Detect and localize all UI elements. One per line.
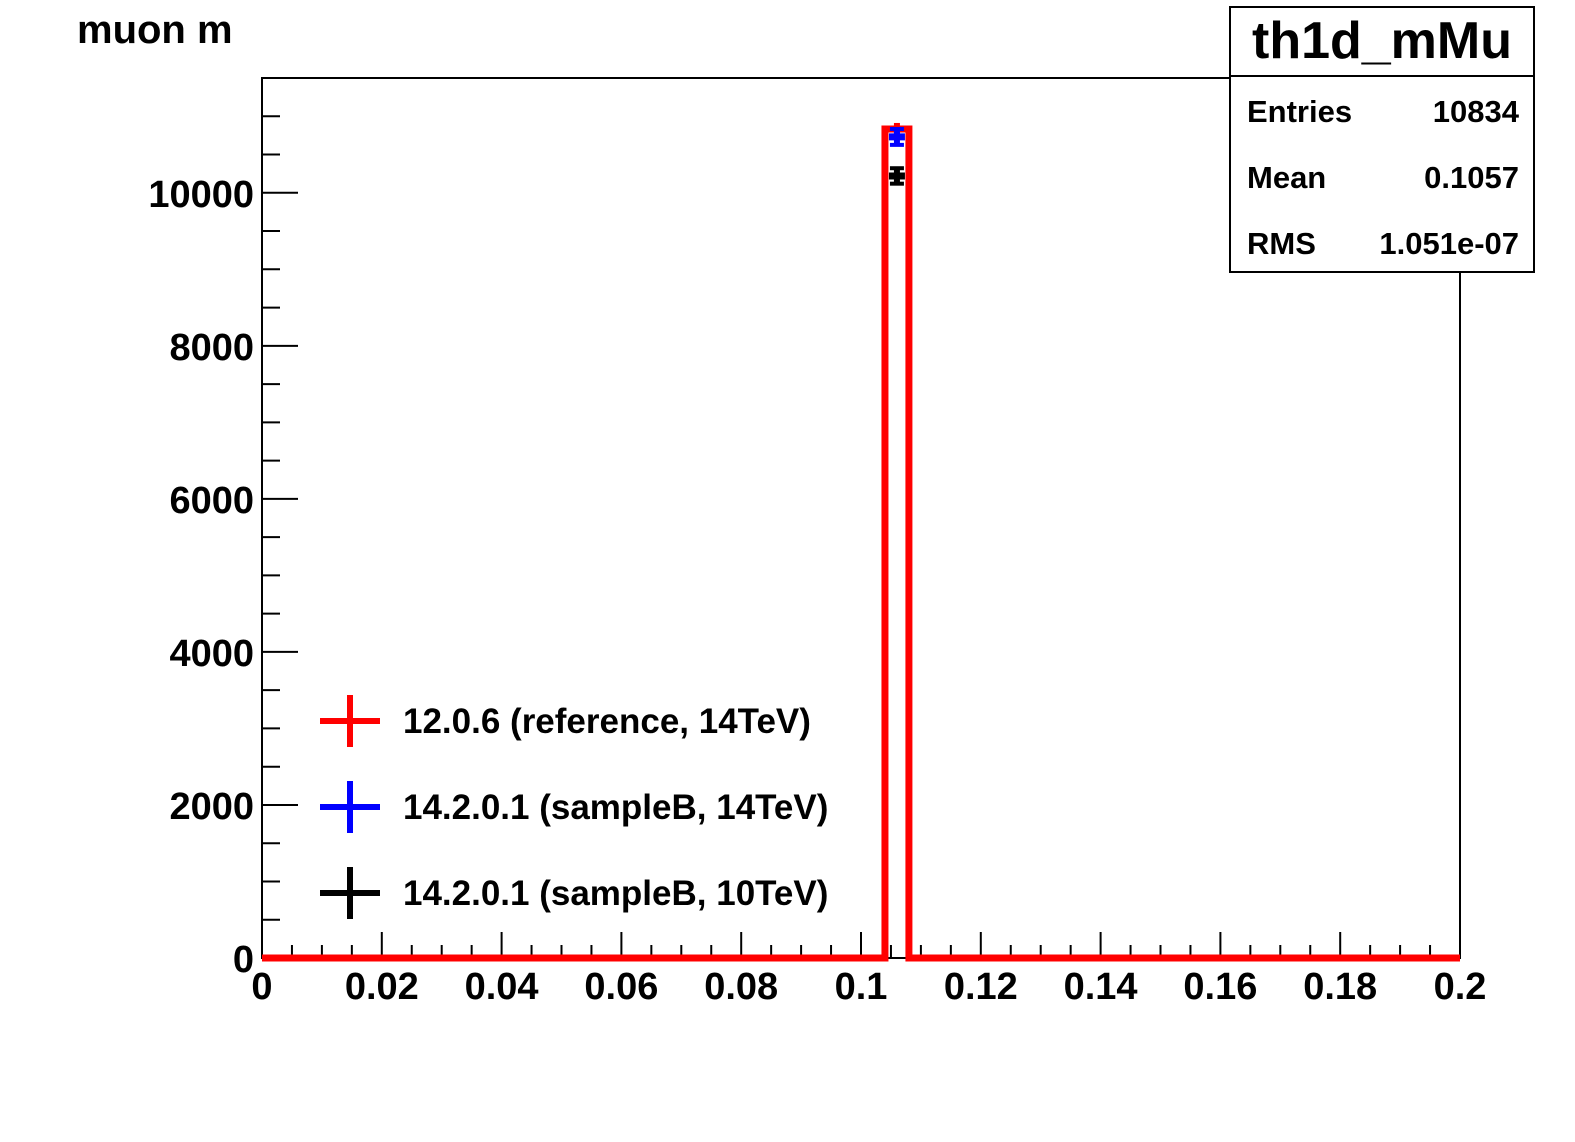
stats-histogram-name: th1d_mMu: [1231, 8, 1533, 77]
y-tick-label: 6000: [169, 480, 254, 522]
x-tick-label: 0: [251, 966, 272, 1008]
y-tick-label: 10000: [148, 174, 254, 216]
x-tick-label: 0.12: [944, 966, 1018, 1008]
stats-row-entries: Entries 10834: [1231, 77, 1533, 143]
x-tick-label: 0.1: [835, 966, 888, 1008]
stats-key: Entries: [1247, 94, 1353, 129]
x-tick-label: 0.06: [584, 966, 658, 1008]
stats-row-mean: Mean 0.1057: [1231, 143, 1533, 209]
y-tick-label: 4000: [169, 633, 254, 675]
y-tick-label: 8000: [169, 327, 254, 369]
x-tick-label: 0.18: [1303, 966, 1377, 1008]
x-tick-label: 0.04: [465, 966, 539, 1008]
legend-label: 12.0.6 (reference, 14TeV): [403, 702, 811, 741]
x-tick-label: 0.02: [345, 966, 419, 1008]
x-tick-label: 0.14: [1064, 966, 1138, 1008]
chart-title: muon m: [77, 8, 233, 52]
x-tick-label: 0.16: [1183, 966, 1257, 1008]
y-tick-label: 0: [233, 939, 254, 981]
y-tick-label: 2000: [169, 786, 254, 828]
stats-key: Mean: [1247, 160, 1327, 195]
x-tick-label: 0.2: [1434, 966, 1487, 1008]
stats-value: 1.051e-07: [1379, 226, 1519, 261]
legend-label: 14.2.0.1 (sampleB, 10TeV): [403, 874, 828, 913]
stats-box: th1d_mMu Entries 10834 Mean 0.1057 RMS 1…: [1229, 6, 1535, 273]
stats-row-rms: RMS 1.051e-07: [1231, 209, 1533, 275]
stats-value: 10834: [1432, 94, 1519, 129]
stats-key: RMS: [1247, 226, 1316, 261]
x-tick-label: 0.08: [704, 966, 778, 1008]
stats-value: 0.1057: [1424, 160, 1519, 195]
legend-label: 14.2.0.1 (sampleB, 14TeV): [403, 788, 828, 827]
